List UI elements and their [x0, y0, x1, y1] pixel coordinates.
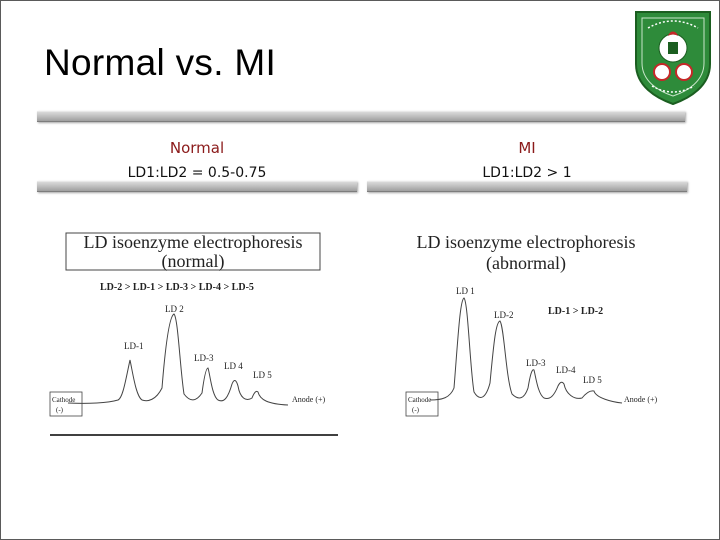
mi-header-divider — [367, 181, 687, 192]
mi-heading: MI — [518, 139, 536, 157]
university-seal-icon — [635, 11, 711, 106]
normal-electrophoresis-figure: LD isoenzyme electrophoresis (normal) LD… — [49, 232, 338, 436]
normal-anode-label: Anode (+) — [292, 395, 326, 404]
mi-peak-3: LD-3 — [526, 358, 546, 368]
mi-figure-title-2: (abnormal) — [486, 253, 566, 274]
mi-peak-1: LD 1 — [456, 286, 475, 296]
slide-title: Normal vs. MI — [44, 42, 277, 83]
normal-cathode-box — [49, 391, 83, 417]
normal-figure-title-2: (normal) — [162, 251, 225, 272]
mi-cathode-box — [405, 391, 439, 417]
normal-order-label: LD-2 > LD-1 > LD-3 > LD-4 > LD-5 — [100, 282, 254, 293]
normal-trace — [67, 313, 289, 406]
normal-figure-title-1: LD isoenzyme electrophoresis — [84, 232, 303, 252]
normal-peak-5: LD 5 — [253, 370, 272, 380]
normal-header-divider — [37, 181, 357, 192]
title-divider — [37, 111, 685, 122]
normal-cathode-label: Cathode — [52, 396, 75, 404]
mi-cathode-label: Cathode — [408, 396, 431, 404]
mi-peak-2: LD-2 — [494, 310, 514, 320]
mi-electrophoresis-figure: LD isoenzyme electrophoresis (abnormal) … — [405, 232, 658, 417]
normal-peak-1: LD-1 — [124, 341, 144, 351]
mi-column-header: MI LD1:LD2 > 1 — [367, 136, 687, 186]
mi-ratio: LD1:LD2 > 1 — [482, 165, 572, 181]
mi-cathode-sign: (-) — [412, 406, 420, 414]
mi-order-label: LD-1 > LD-2 — [548, 306, 603, 317]
normal-heading: Normal — [169, 139, 225, 157]
normal-ratio: LD1:LD2 = 0.5-0.75 — [127, 165, 267, 181]
normal-figure-title-box — [65, 232, 321, 271]
mi-trace — [429, 297, 623, 404]
mi-figure-title-1: LD isoenzyme electrophoresis — [417, 232, 636, 252]
mi-peak-5: LD 5 — [583, 375, 602, 385]
mi-peak-4: LD-4 — [556, 365, 576, 375]
normal-peak-3: LD-3 — [194, 353, 214, 363]
normal-peak-2: LD 2 — [165, 304, 184, 314]
normal-column-header: Normal LD1:LD2 = 0.5-0.75 — [37, 136, 357, 186]
normal-cathode-sign: (-) — [56, 406, 64, 414]
mi-anode-label: Anode (+) — [624, 395, 658, 404]
normal-peak-4: LD 4 — [224, 361, 243, 371]
